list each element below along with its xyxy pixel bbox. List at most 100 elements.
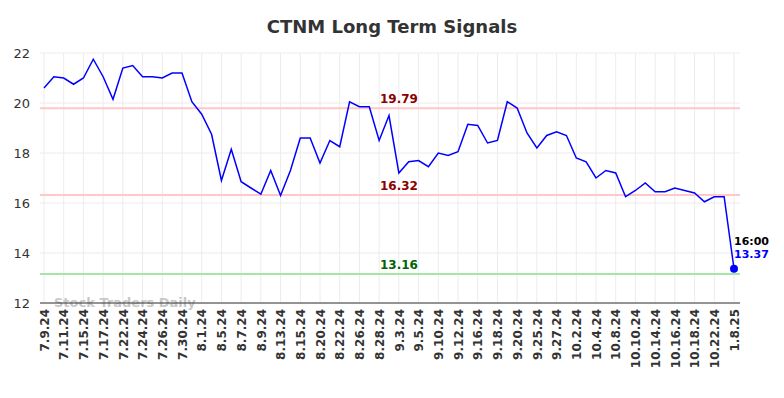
grid-line: [674, 53, 675, 303]
x-tick-label: 9.3.24: [393, 309, 407, 352]
x-tick: 8.5.24: [215, 303, 229, 352]
last-value: 13.37: [734, 248, 769, 261]
x-tick: 9.12.24: [452, 303, 466, 360]
last-point: [730, 265, 738, 273]
grid-line: [576, 53, 577, 303]
x-tick: 9.5.24: [412, 303, 426, 352]
grid-line: [458, 53, 459, 303]
grid-line: [201, 53, 202, 303]
grid-line: [339, 53, 340, 303]
x-tick: 7.17.24: [97, 303, 111, 360]
x-tick-label: 8.26.24: [353, 309, 367, 360]
level-line: [40, 273, 740, 275]
x-tick: 7.9.24: [38, 303, 52, 352]
x-tick: 8.28.24: [373, 303, 387, 360]
grid-line: [418, 53, 419, 303]
x-tick-label: 9.20.24: [511, 309, 525, 360]
x-tick: 8.13.24: [274, 303, 288, 360]
grid-line: [694, 53, 695, 303]
x-tick-label: 7.24.24: [136, 309, 150, 360]
grid-line: [122, 53, 123, 303]
x-tick-label: 7.22.24: [117, 309, 131, 360]
x-tick-label: 8.22.24: [333, 309, 347, 360]
grid: [40, 53, 740, 303]
x-tick: 9.3.24: [393, 303, 407, 352]
grid-line: [260, 53, 261, 303]
y-tick: 16: [13, 196, 40, 211]
chart: Stock Traders Daily19.7916.3213.1616:001…: [0, 0, 784, 398]
y-tick: 14: [13, 246, 40, 261]
x-tick: 10.14.24: [649, 303, 663, 368]
grid-line: [556, 53, 557, 303]
x-tick-label: 7.11.24: [57, 309, 71, 360]
x-tick-label: 9.5.24: [412, 309, 426, 352]
x-tick-label: 10.4.24: [590, 309, 604, 360]
x-tick-label: 8.28.24: [373, 309, 387, 360]
x-tick-label: 9.25.24: [531, 309, 545, 360]
level-label: 19.79: [380, 92, 418, 106]
x-tick-label: 8.15.24: [294, 309, 308, 360]
last-time: 16:00: [734, 235, 769, 248]
price-line: [44, 59, 734, 269]
x-tick-label: 9.12.24: [452, 309, 466, 360]
x-tick-label: 7.30.24: [176, 309, 190, 360]
grid-line: [635, 53, 636, 303]
x-tick-label: 8.1.24: [195, 309, 209, 352]
x-tick: 8.26.24: [353, 303, 367, 360]
x-tick: 7.22.24: [117, 303, 131, 360]
x-tick: 10.22.24: [708, 303, 722, 368]
x-axis: 7.9.24 7.11.24 7.15.24 7.17.24 7.22.24 7.24.2…: [38, 303, 742, 368]
x-tick: 10.18.24: [688, 303, 702, 368]
x-tick: 8.15.24: [294, 303, 308, 360]
y-tick-label: 16: [13, 196, 30, 211]
y-axis-line: [40, 54, 41, 304]
x-tick-label: 10.16.24: [669, 309, 683, 368]
x-tick-label: 9.27.24: [550, 309, 564, 360]
x-tick: 7.30.24: [176, 303, 190, 360]
x-tick-label: 10.10.24: [629, 309, 643, 368]
grid-line: [438, 53, 439, 303]
x-tick-label: 1.8.25: [728, 309, 742, 352]
x-tick: 8.9.24: [255, 303, 269, 352]
y-tick: 18: [13, 146, 40, 161]
x-tick: 7.11.24: [57, 303, 71, 360]
x-tick: 7.26.24: [156, 303, 170, 360]
x-tick: 7.24.24: [136, 303, 150, 360]
x-tick: 9.16.24: [471, 303, 485, 360]
grid-line: [63, 53, 64, 303]
grid-line: [477, 53, 478, 303]
x-tick: 10.16.24: [669, 303, 683, 368]
x-tick: 10.2.24: [570, 303, 584, 360]
x-tick: 9.18.24: [491, 303, 505, 360]
grid-line: [162, 53, 163, 303]
x-tick-label: 9.18.24: [491, 309, 505, 360]
y-tick-label: 20: [13, 96, 30, 111]
grid-line: [142, 53, 143, 303]
x-tick-label: 10.22.24: [708, 309, 722, 368]
x-tick-label: 9.16.24: [471, 309, 485, 360]
x-tick-label: 10.2.24: [570, 309, 584, 360]
grid-line: [44, 53, 45, 303]
x-tick-label: 7.15.24: [77, 309, 91, 360]
x-tick: 9.25.24: [531, 303, 545, 360]
x-tick-label: 9.10.24: [432, 309, 446, 360]
level-label: 13.16: [380, 258, 418, 272]
level-line: [40, 194, 740, 196]
grid-line: [615, 53, 616, 303]
y-tick: 12: [13, 296, 40, 311]
grid-line: [714, 53, 715, 303]
grid-line: [40, 303, 740, 304]
grid-line: [320, 53, 321, 303]
x-tick: 10.8.24: [609, 303, 623, 360]
level-label: 16.32: [380, 179, 418, 193]
x-tick-label: 8.20.24: [314, 309, 328, 360]
x-tick-label: 8.5.24: [215, 309, 229, 352]
grid-line: [536, 53, 537, 303]
x-tick-label: 10.14.24: [649, 309, 663, 368]
x-tick: 10.4.24: [590, 303, 604, 360]
title: CTNM Long Term Signals: [267, 16, 517, 37]
x-tick: 8.22.24: [333, 303, 347, 360]
x-tick: 7.15.24: [77, 303, 91, 360]
y-tick: 22: [13, 46, 40, 61]
grid-line: [103, 53, 104, 303]
